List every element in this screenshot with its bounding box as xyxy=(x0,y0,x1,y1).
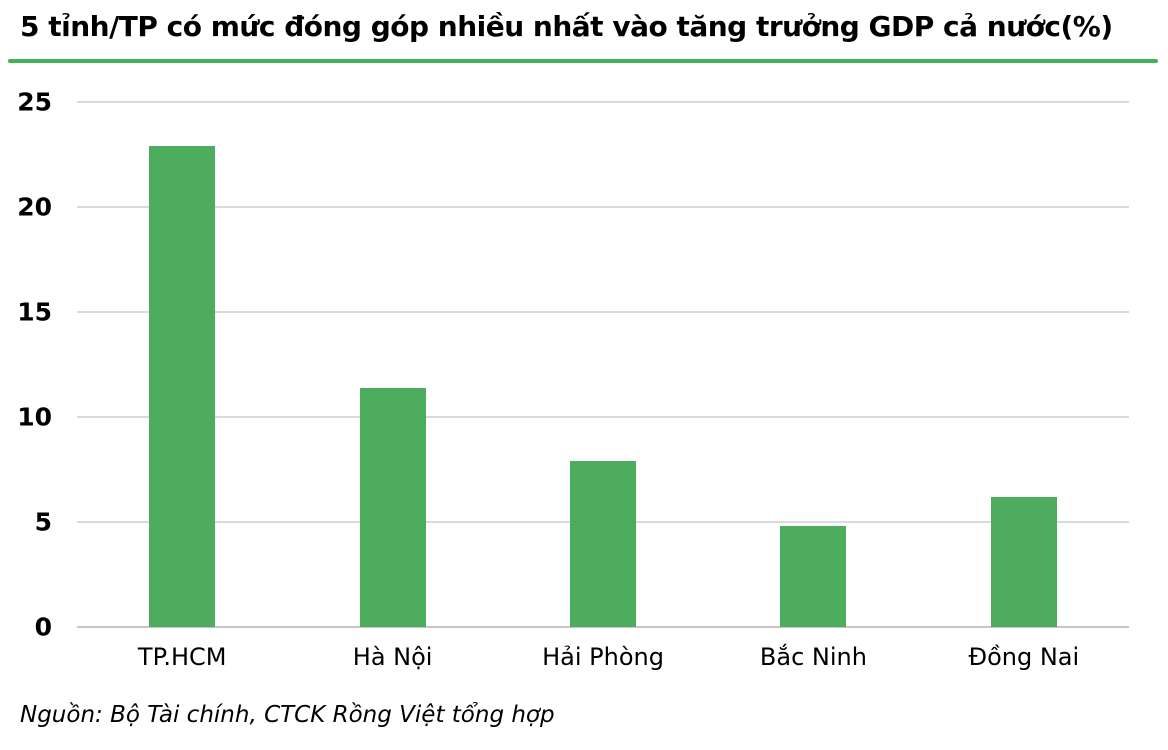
x-axis-label: Bắc Ninh xyxy=(759,643,867,671)
bars-row xyxy=(77,102,1129,627)
bar-chart: 0 5 10 15 20 25 TP.HCM Hà Nội Hải Phòng Bắc Ninh… xyxy=(0,85,1168,685)
bar-slot xyxy=(498,102,708,627)
gridline-15 xyxy=(77,311,1129,313)
bar-tp-hcm xyxy=(149,146,216,627)
plot-area xyxy=(77,101,1129,628)
gridline-10 xyxy=(77,416,1129,418)
gridline-25 xyxy=(77,101,1129,103)
bar-slot xyxy=(919,102,1129,627)
y-axis-label-5: 5 xyxy=(34,507,52,537)
y-axis: 0 5 10 15 20 25 xyxy=(0,90,56,640)
y-axis-label-25: 25 xyxy=(17,87,52,117)
bar-b-c-ninh xyxy=(780,526,847,627)
chart-title: 5 tỉnh/TP có mức đóng góp nhiều nhất vào… xyxy=(20,10,1113,43)
bar-h-i-ph-ng xyxy=(570,461,637,627)
y-axis-label-0: 0 xyxy=(34,612,52,642)
bar-slot xyxy=(77,102,287,627)
bar-h-n-i xyxy=(359,387,426,627)
gridline-20 xyxy=(77,206,1129,208)
x-axis-label: Hải Phòng xyxy=(542,643,664,671)
x-axis: TP.HCM Hà Nội Hải Phòng Bắc Ninh Đồng Nai xyxy=(77,643,1129,672)
y-axis-label-15: 15 xyxy=(17,297,52,327)
source-note: Nguồn: Bộ Tài chính, CTCK Rồng Việt tổng… xyxy=(20,702,555,728)
x-axis-label: Đồng Nai xyxy=(968,643,1080,671)
y-axis-label-20: 20 xyxy=(17,192,52,222)
bar-slot xyxy=(708,102,918,627)
y-axis-label-10: 10 xyxy=(17,402,52,432)
x-axis-label: TP.HCM xyxy=(137,643,227,671)
x-axis-label: Hà Nội xyxy=(352,643,433,671)
bar-slot xyxy=(287,102,497,627)
bar--ng-nai xyxy=(990,496,1057,627)
gridline-0 xyxy=(77,626,1129,628)
title-underline-rule xyxy=(8,59,1158,63)
